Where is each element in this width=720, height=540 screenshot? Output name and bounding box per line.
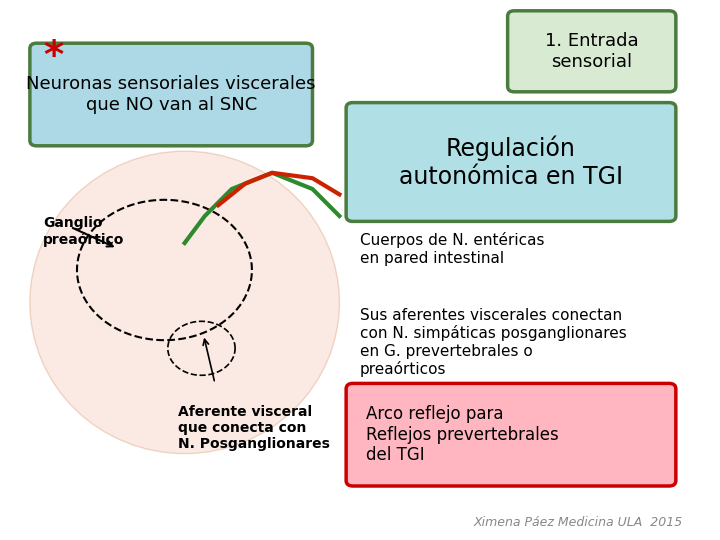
- Ellipse shape: [30, 151, 339, 454]
- Text: *: *: [43, 38, 63, 76]
- FancyBboxPatch shape: [346, 103, 676, 221]
- Text: Ganglio
preaórtico: Ganglio preaórtico: [43, 216, 125, 247]
- Text: Cuerpos de N. entéricas
en pared intestinal: Cuerpos de N. entéricas en pared intesti…: [359, 232, 544, 266]
- FancyBboxPatch shape: [346, 383, 676, 486]
- Text: 1. Entrada
sensorial: 1. Entrada sensorial: [545, 32, 639, 71]
- FancyBboxPatch shape: [30, 43, 312, 146]
- Text: Arco reflejo para
Reflejos prevertebrales
del TGI: Arco reflejo para Reflejos prevertebrale…: [366, 405, 559, 464]
- Text: Sus aferentes viscerales conectan
con N. simpáticas posganglionares
en G. prever: Sus aferentes viscerales conectan con N.…: [359, 308, 626, 377]
- Text: Aferente visceral
que conecta con
N. Posganglionares: Aferente visceral que conecta con N. Pos…: [178, 405, 330, 451]
- Text: Ximena Páez Medicina ULA  2015: Ximena Páez Medicina ULA 2015: [474, 516, 683, 529]
- FancyBboxPatch shape: [508, 11, 676, 92]
- Text: Regulación
autonómica en TGI: Regulación autonómica en TGI: [399, 136, 623, 188]
- Text: Neuronas sensoriales viscerales
que NO van al SNC: Neuronas sensoriales viscerales que NO v…: [27, 75, 316, 114]
